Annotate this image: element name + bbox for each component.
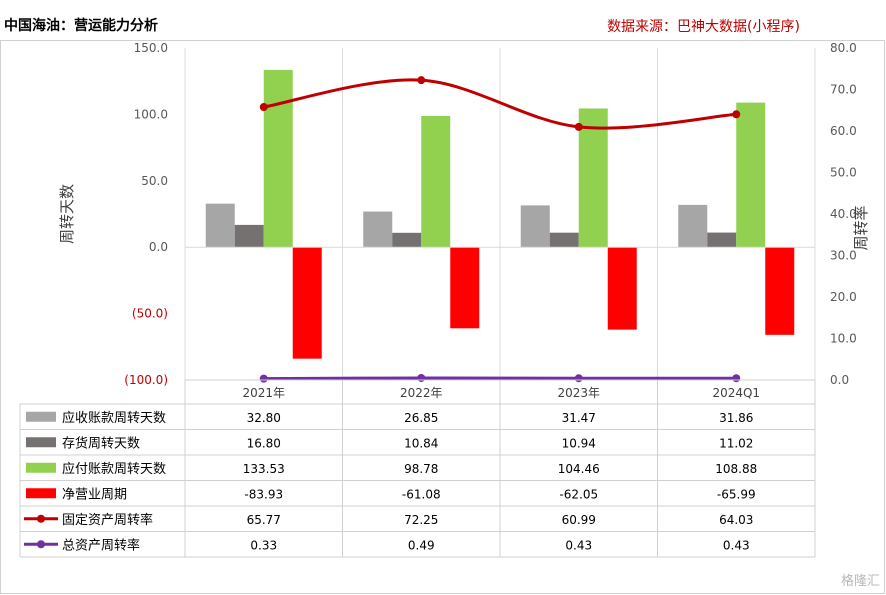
legend-key <box>37 514 45 523</box>
right-axis-title: 周转率 <box>852 205 870 250</box>
bar-3 <box>421 116 451 248</box>
right-axis-tick-label: 0.0 <box>830 373 849 387</box>
data-label: -83.93 <box>244 487 283 501</box>
data-label: 133.53 <box>243 462 285 476</box>
data-label: 16.80 <box>247 436 281 450</box>
bar-3 <box>736 102 766 248</box>
legend-entry: 应收账款周转天数 <box>62 410 166 426</box>
data-label: -62.05 <box>559 487 598 501</box>
legend-entry: 应付账款周转天数 <box>62 461 166 477</box>
left-axis-tick-label: (100.0) <box>124 373 168 387</box>
legend-key <box>26 437 56 448</box>
right-axis-tick-label: 30.0 <box>830 249 857 263</box>
category-label: 2024Q1 <box>712 386 760 400</box>
data-source: 数据来源：巴神大数据(小程序) <box>607 19 800 35</box>
left-axis-title: 周转天数 <box>58 184 76 244</box>
line-point <box>259 103 268 112</box>
left-axis-tick-label: 100.0 <box>134 107 168 121</box>
data-label: 0.49 <box>408 538 435 552</box>
right-axis-tick-label: 10.0 <box>830 332 857 346</box>
legend-key <box>26 411 56 422</box>
right-axis-tick-label: 40.0 <box>830 207 857 221</box>
line-point <box>417 76 426 85</box>
chart-title: 中国海油：营运能力分析 <box>4 18 158 34</box>
data-label: -61.08 <box>402 487 441 501</box>
bar-1 <box>205 203 235 248</box>
line-point <box>574 374 583 383</box>
bar-4 <box>607 247 637 330</box>
legend-entry: 固定资产周转率 <box>62 512 153 528</box>
category-label: 2023年 <box>557 386 600 400</box>
bar-2 <box>707 232 737 248</box>
line-point <box>417 373 426 382</box>
data-label: -65.99 <box>717 487 756 501</box>
line-point <box>732 110 741 119</box>
line-point <box>574 122 583 131</box>
bar-1 <box>520 205 550 248</box>
data-label: 0.43 <box>723 538 750 552</box>
data-label: 65.77 <box>247 513 281 527</box>
data-label: 10.84 <box>404 436 438 450</box>
right-axis-tick-label: 70.0 <box>830 83 857 97</box>
data-label: 11.02 <box>719 436 753 450</box>
legend-key <box>37 540 45 549</box>
watermark: 格隆汇 <box>840 574 880 589</box>
bar-4 <box>292 247 322 359</box>
legend-key <box>26 462 56 473</box>
left-axis-tick-label: (50.0) <box>132 307 168 321</box>
bar-3 <box>578 108 608 248</box>
bar-3 <box>263 69 293 248</box>
data-label: 60.99 <box>562 513 596 527</box>
data-label: 98.78 <box>404 462 438 476</box>
data-label: 31.47 <box>562 411 596 425</box>
right-axis-tick-label: 80.0 <box>830 41 857 55</box>
data-label: 0.33 <box>250 538 277 552</box>
bar-1 <box>678 204 708 248</box>
line-point <box>732 374 741 383</box>
data-label: 31.86 <box>719 411 753 425</box>
left-axis-tick-label: 150.0 <box>134 41 168 55</box>
data-label: 32.80 <box>247 411 281 425</box>
data-label: 108.88 <box>715 462 757 476</box>
bar-2 <box>549 232 579 248</box>
category-label: 2022年 <box>400 386 443 400</box>
bar-4 <box>450 247 480 329</box>
data-label: 0.43 <box>565 538 592 552</box>
series-line-1 <box>263 78 737 130</box>
data-label: 72.25 <box>404 513 438 527</box>
legend-entry: 存货周转天数 <box>62 435 140 451</box>
bar-2 <box>392 232 422 248</box>
data-label: 64.03 <box>719 513 753 527</box>
data-label: 26.85 <box>404 411 438 425</box>
data-label: 104.46 <box>558 462 600 476</box>
series-line-2 <box>263 376 737 381</box>
bar-2 <box>234 224 264 248</box>
category-label: 2021年 <box>242 386 285 400</box>
bar-1 <box>363 211 393 248</box>
legend-key <box>26 488 56 499</box>
legend-entry: 净营业周期 <box>62 487 127 502</box>
data-label: 10.94 <box>562 436 596 450</box>
right-axis-tick-label: 60.0 <box>830 124 857 138</box>
legend-entry: 总资产周转率 <box>62 537 140 553</box>
line-point <box>259 374 268 383</box>
left-axis-tick-label: 0.0 <box>149 240 168 254</box>
bar-4 <box>765 247 795 335</box>
right-axis-tick-label: 20.0 <box>830 290 857 304</box>
right-axis-tick-label: 50.0 <box>830 166 857 180</box>
chart-frame <box>0 40 885 594</box>
left-axis-tick-label: 50.0 <box>141 174 168 188</box>
